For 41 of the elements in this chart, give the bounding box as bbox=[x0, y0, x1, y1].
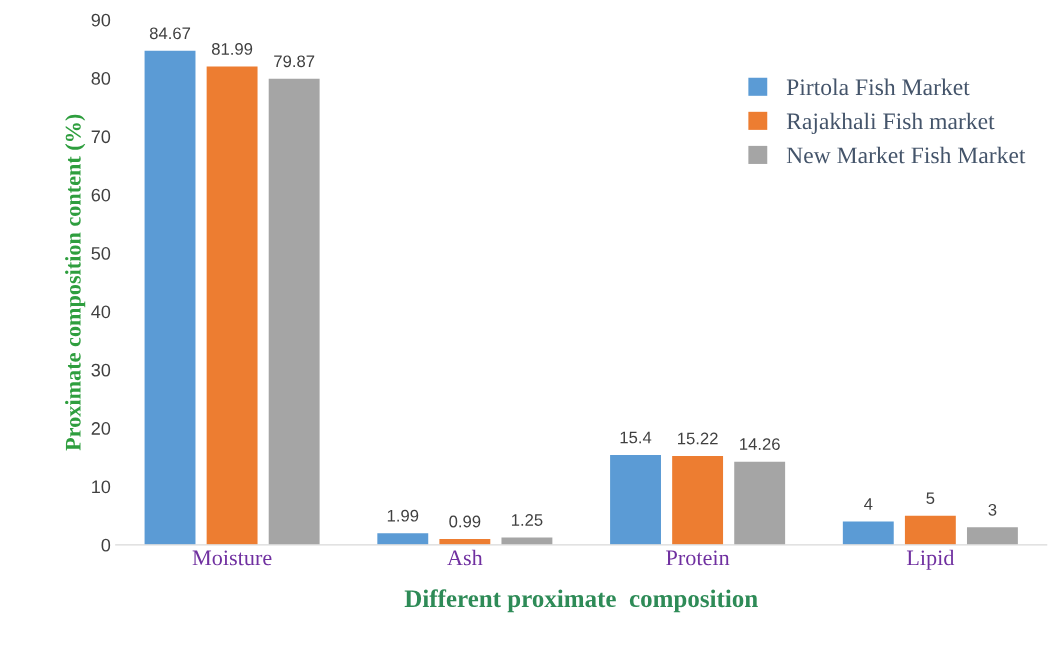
legend-label: Pirtola Fish Market bbox=[786, 78, 970, 96]
bar bbox=[842, 521, 894, 545]
data-label: 14.26 bbox=[740, 438, 780, 450]
data-label: 5 bbox=[926, 492, 935, 505]
bar bbox=[672, 456, 724, 545]
x-tick-label: Moisture bbox=[192, 550, 272, 566]
legend-label: New Market Fish Market bbox=[786, 146, 1026, 164]
bar bbox=[377, 533, 429, 545]
y-tick-label: 70 bbox=[91, 130, 111, 144]
y-tick-label: 30 bbox=[91, 363, 111, 377]
data-label: 81.99 bbox=[211, 43, 253, 55]
x-axis-title: Different proximate composition bbox=[404, 589, 758, 613]
y-tick-label: 20 bbox=[91, 422, 111, 435]
bar bbox=[610, 454, 661, 545]
bar bbox=[734, 461, 786, 545]
x-tick-label: Ash bbox=[447, 549, 483, 566]
bar bbox=[268, 78, 320, 545]
data-label: 79.87 bbox=[274, 55, 315, 68]
legend-label: Rajakhali Fish market bbox=[786, 112, 995, 135]
y-tick-label: 80 bbox=[91, 72, 111, 85]
data-label: 1.25 bbox=[511, 514, 543, 526]
x-tick-label: Protein bbox=[666, 550, 730, 566]
y-tick-label: 0 bbox=[101, 538, 111, 552]
bar bbox=[206, 66, 258, 545]
data-label: 15.4 bbox=[620, 431, 652, 444]
y-tick-label: 50 bbox=[91, 247, 111, 260]
y-tick-label: 90 bbox=[91, 13, 111, 27]
data-label: 15.22 bbox=[678, 432, 718, 445]
data-label: 3 bbox=[988, 503, 997, 516]
y-tick-label: 10 bbox=[92, 480, 111, 494]
bar bbox=[904, 515, 956, 545]
data-label: 0.99 bbox=[449, 515, 481, 528]
y-tick-label: 60 bbox=[91, 188, 111, 202]
x-tick-label: Lipid bbox=[906, 549, 955, 570]
data-label: 4 bbox=[864, 498, 873, 510]
data-label: 1.99 bbox=[387, 509, 419, 522]
y-axis-title: Proximate composition content (%) bbox=[65, 114, 86, 451]
bar bbox=[144, 50, 196, 545]
data-label: 84.67 bbox=[149, 27, 191, 40]
y-tick-label: 40 bbox=[91, 305, 111, 319]
bar bbox=[966, 527, 1018, 545]
